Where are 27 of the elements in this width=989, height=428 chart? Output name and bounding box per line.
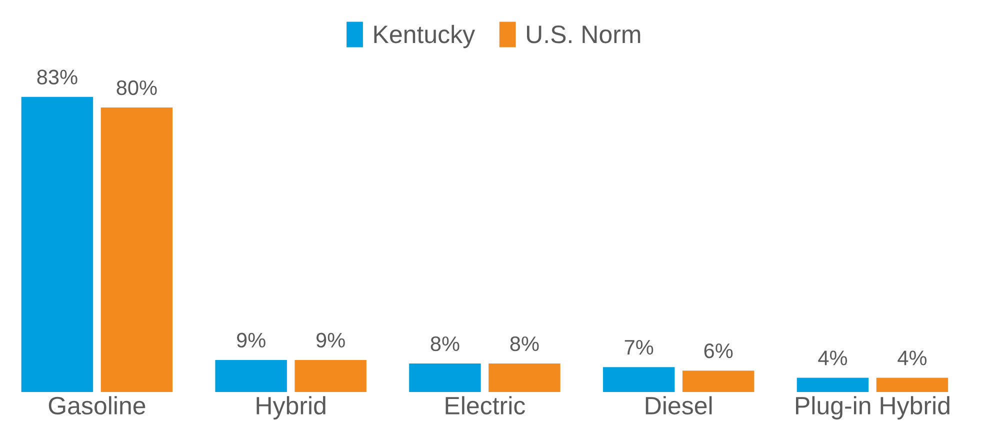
bar	[100, 108, 173, 392]
bar	[294, 360, 366, 392]
data-label: 80%	[116, 80, 157, 96]
legend-label: Kentucky	[374, 24, 476, 48]
x-tick-label: Electric	[446, 396, 526, 415]
data-label: 4%	[818, 350, 848, 366]
data-label: 8%	[430, 336, 460, 352]
data-label: 9%	[237, 332, 266, 348]
x-tick-label: Diesel	[646, 396, 712, 415]
legend-label: U.S. Norm	[527, 26, 640, 44]
data-label: 6%	[704, 343, 733, 358]
bar	[876, 378, 948, 392]
bar	[602, 367, 675, 392]
data-label: 4%	[898, 350, 927, 366]
bar	[215, 360, 287, 392]
bar	[21, 96, 94, 392]
data-label: 83%	[37, 70, 78, 84]
bar	[409, 364, 481, 392]
data-label: 7%	[624, 340, 654, 355]
bar	[682, 370, 754, 392]
x-tick-label: Gasoline	[48, 396, 146, 415]
data-label: 9%	[316, 332, 345, 348]
x-tick-label: Hybrid	[256, 396, 326, 420]
x-tick-label: Plug-in Hybrid	[796, 396, 950, 420]
bar	[796, 378, 869, 392]
data-label: 8%	[510, 336, 539, 352]
bar	[488, 364, 560, 392]
